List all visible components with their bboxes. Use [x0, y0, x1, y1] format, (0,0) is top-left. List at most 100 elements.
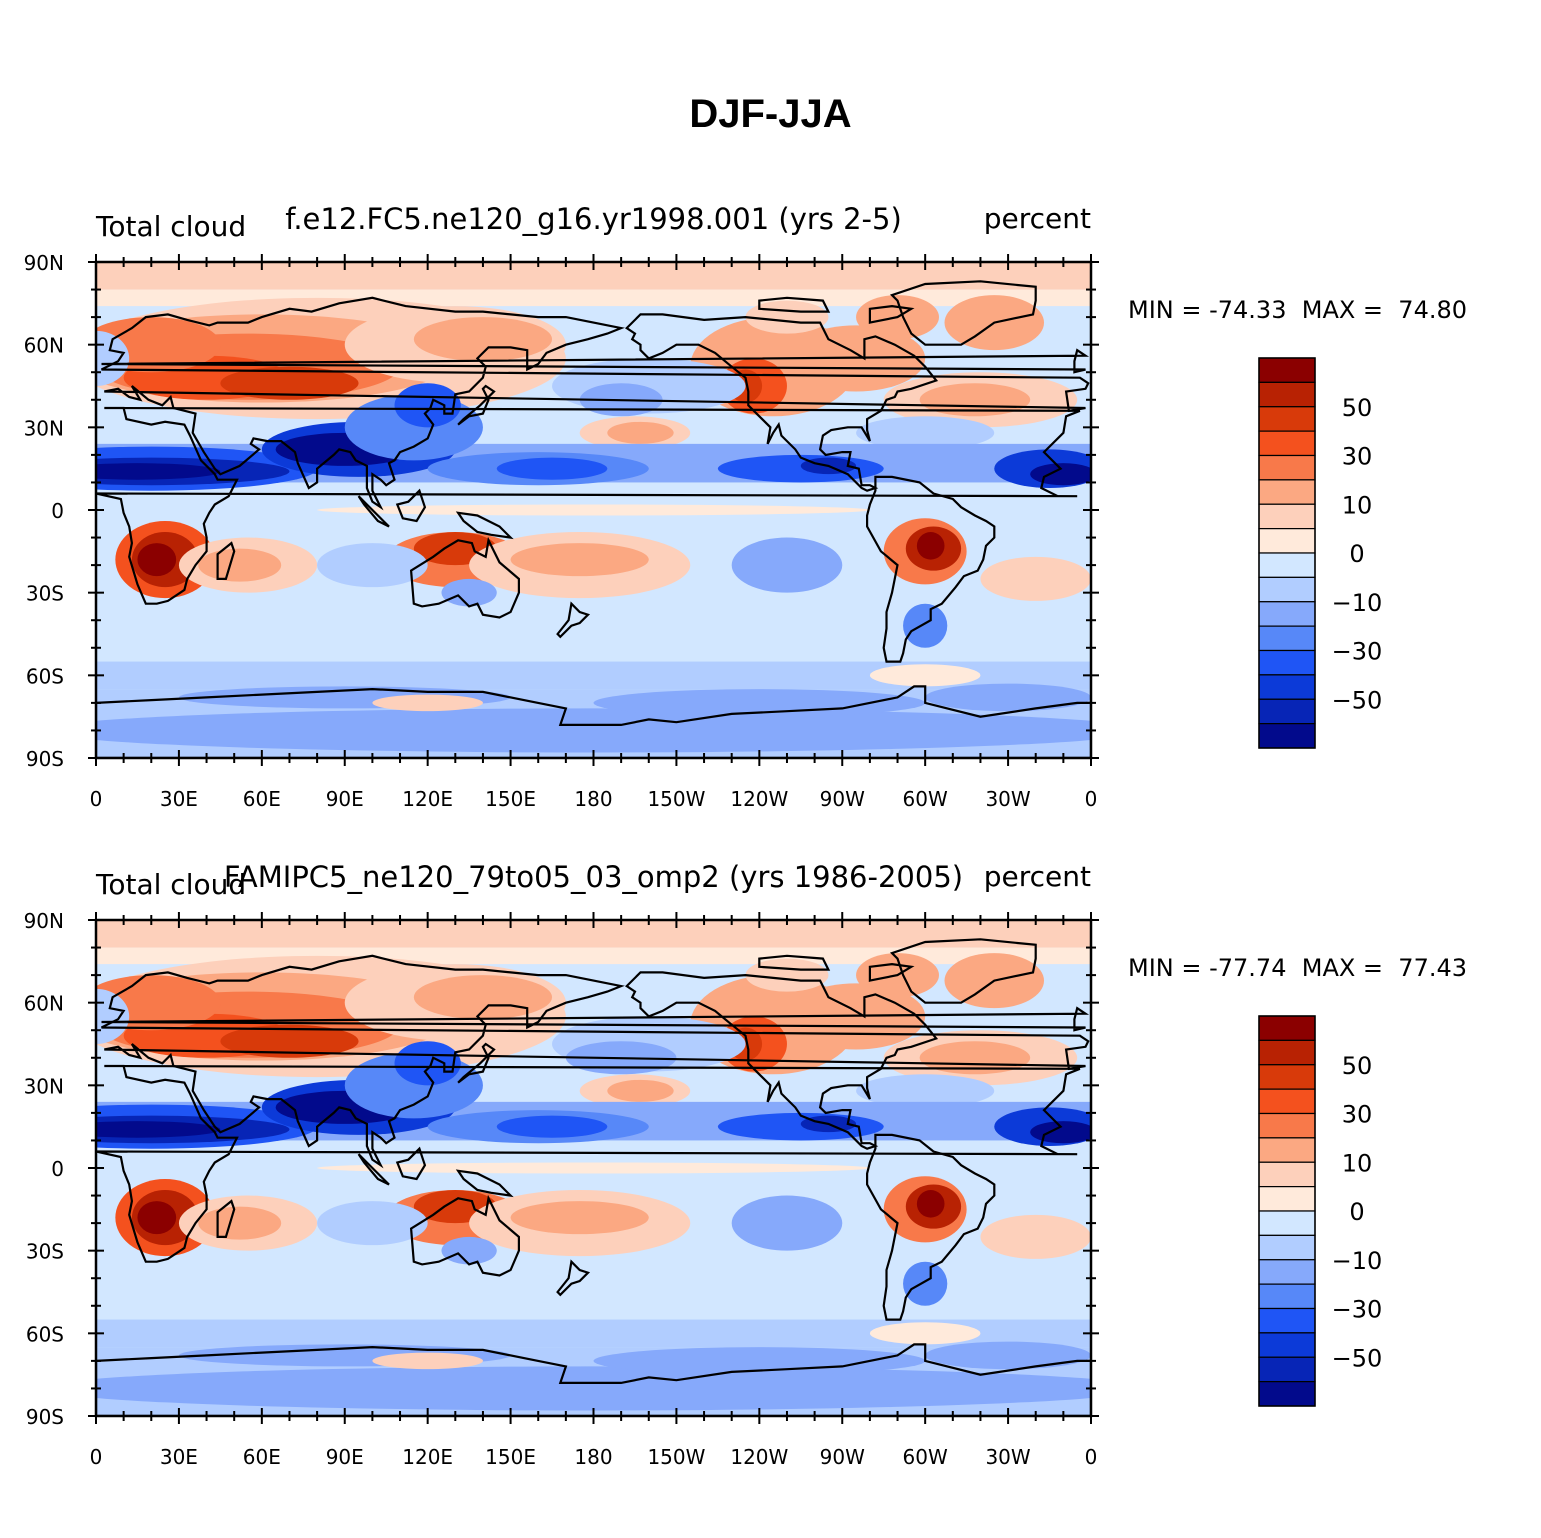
- colorbar-label: 50: [1342, 1052, 1373, 1080]
- contour-region: [198, 548, 282, 582]
- colorbar-label: −10: [1332, 589, 1383, 617]
- colorbar-swatch: [1258, 1356, 1316, 1383]
- contour-region: [980, 1214, 1091, 1259]
- lon-tick-label: 150W: [647, 787, 705, 811]
- colorbar-swatch: [1258, 1332, 1316, 1358]
- colorbar-swatch: [1258, 649, 1316, 676]
- colorbar-swatch: [1258, 1210, 1316, 1236]
- coastline: [395, 1146, 427, 1181]
- colorbar-swatch: [1258, 381, 1316, 408]
- contour-region: [869, 664, 981, 687]
- lon-tick-label: 120E: [402, 787, 453, 811]
- colorbar-swatch: [1258, 1307, 1316, 1334]
- contour-map: 90N 60N 30N 0 30S 60S 90S 0 30E 60E 90E 120E 150E 180…: [24, 909, 1383, 1469]
- coastline: [624, 971, 939, 1150]
- coastline: [216, 1199, 236, 1238]
- contour-region: [394, 1041, 461, 1086]
- colorbar-label: 0: [1349, 540, 1364, 568]
- coastline: [96, 406, 1081, 605]
- colorbar-label: 0: [1349, 1198, 1364, 1226]
- lon-tick-label: 120E: [402, 1445, 453, 1469]
- contour-region: [96, 1366, 1091, 1411]
- lon-tick-label: 90W: [820, 787, 865, 811]
- lon-tick-label: 0: [90, 787, 103, 811]
- colorbar-label: 10: [1342, 1149, 1373, 1177]
- panel-center-label: f.e12.FC5.ne120_g16.yr1998.001 (yrs 2-5): [285, 202, 902, 236]
- lat-tick-label: 0: [51, 1157, 64, 1181]
- contour-region: [745, 958, 829, 992]
- colorbar-swatch: [1258, 479, 1316, 505]
- coastline: [101, 1006, 1090, 1032]
- panel-left-label: Total cloud: [96, 868, 247, 901]
- coastline: [758, 954, 831, 971]
- contour-region: [593, 689, 926, 717]
- colorbar-swatch: [1258, 1283, 1316, 1310]
- contour-region: [441, 1236, 497, 1265]
- contour-region: [496, 457, 608, 480]
- map-panel-1: Total cloud f.e12.FC5.ne120_g16.yr1998.0…: [0, 190, 1541, 830]
- colorbar-label: 50: [1342, 394, 1373, 422]
- contour-region: [1030, 463, 1091, 486]
- coastline: [866, 475, 996, 663]
- contour-region: [980, 556, 1091, 601]
- min-max-text: MIN = -77.74 MAX = 77.43: [1128, 954, 1467, 982]
- coastline: [101, 954, 1090, 1169]
- lon-tick-label: 30W: [985, 787, 1030, 811]
- colorbar-swatch: [1258, 1039, 1316, 1066]
- contour-region: [731, 537, 843, 593]
- main-title: DJF-JJA: [689, 92, 852, 136]
- coastline: [216, 541, 236, 580]
- colorbar-swatch: [1258, 503, 1316, 530]
- coastline: [357, 495, 390, 528]
- coastlines: [96, 280, 1091, 758]
- contour-region: [510, 543, 649, 577]
- contour-region: [903, 1261, 948, 1306]
- contour-region: [745, 300, 829, 334]
- colorbar-swatch: [1258, 1112, 1316, 1139]
- coastline: [409, 1194, 520, 1277]
- colorbar-label: −10: [1332, 1247, 1383, 1275]
- lon-tick-label: 0: [1085, 1445, 1098, 1469]
- lat-tick-label: 60N: [24, 334, 64, 358]
- colorbar-swatch: [1258, 1088, 1316, 1115]
- lat-tick-label: 30N: [24, 416, 64, 440]
- contour-region: [96, 463, 221, 480]
- contour-region: [919, 1041, 1031, 1075]
- contour-region: [607, 421, 674, 444]
- contour-region: [413, 317, 553, 362]
- coastline: [758, 296, 831, 313]
- contour-region: [925, 683, 1091, 712]
- coastline: [868, 304, 915, 324]
- colorbar-swatch: [1258, 528, 1316, 554]
- contour-region: [198, 1206, 282, 1240]
- contour-region: [919, 383, 1031, 417]
- lat-tick-label: 60S: [26, 664, 64, 688]
- colorbar-frame: [1258, 1015, 1316, 1407]
- colorbar: 50 30 10 0 −10 −30 −50: [1258, 357, 1383, 749]
- contour-region: [96, 1121, 221, 1138]
- contour-region: [441, 578, 497, 607]
- coastline: [96, 1064, 1081, 1263]
- contour-region: [903, 603, 948, 648]
- panel-center-label: FAMIPC5_ne120_79to05_03_omp2 (yrs 1986-2…: [223, 860, 964, 894]
- coastline: [455, 511, 514, 540]
- contour-region: [372, 1352, 483, 1370]
- lon-tick-label: 150E: [485, 1445, 536, 1469]
- lon-tick-label: 60E: [243, 1445, 281, 1469]
- colorbar-swatch: [1258, 601, 1316, 627]
- contour-region: [916, 1190, 945, 1218]
- colorbar-swatch: [1258, 674, 1316, 700]
- contour-region: [96, 708, 1091, 753]
- coastline: [457, 384, 496, 426]
- colorbar-swatch: [1258, 1259, 1316, 1285]
- coastline: [96, 685, 1091, 758]
- contour-region: [925, 1341, 1091, 1370]
- lat-tick-label: 0: [51, 499, 64, 523]
- contour-region: [856, 1074, 995, 1108]
- coastline: [101, 348, 1090, 374]
- lat-tick-label: 30S: [26, 582, 64, 606]
- panel-right-label: percent: [983, 860, 1091, 893]
- contour-region: [137, 543, 177, 577]
- contour-region: [220, 1024, 359, 1058]
- map-panel-2: Total cloud FAMIPC5_ne120_79to05_03_omp2…: [0, 848, 1541, 1488]
